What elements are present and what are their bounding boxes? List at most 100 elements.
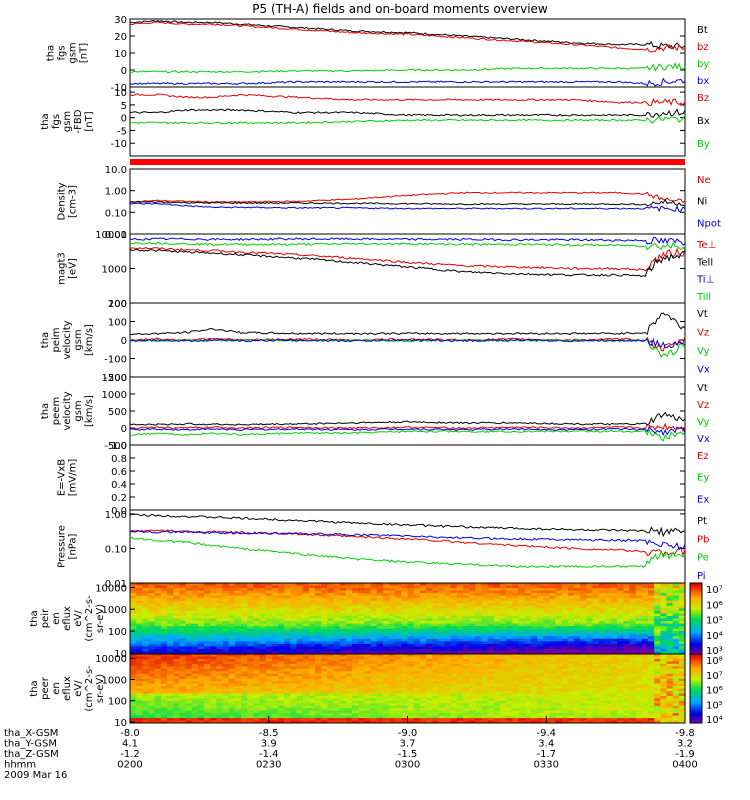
panel-peir_spec-cell <box>333 623 341 627</box>
panel-peir_spec-cell <box>518 638 526 642</box>
panel-peir_spec-cell <box>456 610 464 614</box>
panel-peir_spec-cell <box>204 590 211 594</box>
panel-peir_spec-cell <box>376 633 384 637</box>
panel-peer_spec-cell <box>654 698 661 702</box>
panel-peer_spec-cell <box>179 703 186 707</box>
panel-peir_spec-cell <box>530 595 538 599</box>
panel-peer_spec-cell <box>598 676 606 680</box>
panel-peir_spec-cell <box>160 588 168 592</box>
panel-peer_spec-cell <box>463 698 470 702</box>
panel-peir_spec-cell <box>228 595 236 599</box>
panel-peer_spec-cell <box>271 690 279 694</box>
panel-peir_spec-cell <box>506 646 513 650</box>
panel-peir_spec-cell <box>463 631 470 635</box>
panel-peir_spec-cell <box>167 648 174 652</box>
panel-peer_spec-cell <box>382 698 390 702</box>
panel-peir_spec-cell <box>358 593 365 597</box>
panel-peir_spec-cell <box>580 631 587 635</box>
panel-peir_spec-cell <box>407 605 415 609</box>
panel-peir_spec-cell <box>222 621 230 624</box>
panel-peir_spec-cell <box>549 628 556 632</box>
panel-peir_spec-cell <box>216 633 223 637</box>
panel-peir_spec-cell <box>444 641 452 645</box>
panel-peir_spec-cell <box>518 648 526 652</box>
panel-peir_spec-colorbar-cell <box>690 629 702 632</box>
panel-peer_spec-cell <box>136 693 143 697</box>
panel-peer_spec-cell <box>592 688 600 692</box>
panel-peer_spec-cell <box>413 693 421 697</box>
panel-peir_spec-cell <box>666 623 674 627</box>
panel-peer_spec-cell <box>204 688 211 692</box>
panel-peer_spec-cell <box>154 713 162 716</box>
panel-peir_spec-cell <box>641 636 649 640</box>
panel-peer_spec-cell <box>672 686 680 689</box>
panel-peir_spec-cell <box>463 595 470 599</box>
panel-peir_spec-cell <box>389 641 396 645</box>
panel-peer_spec-cell <box>450 693 458 697</box>
panel-peir_spec-cell <box>228 651 236 655</box>
panel-peir_spec-cell <box>271 585 279 589</box>
panel-peer_spec-cell <box>611 693 618 697</box>
panel-peir_spec-cell <box>598 633 606 637</box>
panel-fgs_mfa-ylabel-1: fgs <box>51 114 62 129</box>
panel-peer_spec-cell <box>487 673 495 677</box>
panel-peer_spec-cell <box>271 705 279 709</box>
panel-peir_spec-cell <box>376 583 384 586</box>
panel-peir_spec-cell <box>173 585 180 589</box>
panel-peir_spec-cell <box>518 585 526 589</box>
panel-peer_spec-cell <box>487 688 495 692</box>
panel-peir_spec-cell <box>629 585 637 589</box>
panel-peir_spec-cell <box>389 610 396 614</box>
panel-peir_spec-cell <box>413 593 421 597</box>
panel-peir_spec-cell <box>506 651 513 655</box>
panel-peir_spec-cell <box>154 646 162 650</box>
panel-peir_spec-cell <box>635 623 643 627</box>
panel-peir_spec-cell <box>321 610 328 614</box>
panel-peer_spec-cell <box>401 666 408 670</box>
panel-peir_spec-cell <box>173 613 180 617</box>
panel-peer_spec-cell <box>241 654 248 657</box>
panel-peer_spec-cell <box>506 668 513 672</box>
panel-peer_spec-cell <box>530 673 538 677</box>
panel-peem_velocity-ylabel-4: [km/s] <box>84 395 95 427</box>
panel-peir_spec-cell <box>635 598 643 602</box>
panel-peir_spec-cell <box>426 588 433 592</box>
panel-peer_spec-cell <box>469 710 476 714</box>
panel-peer_spec-cell <box>191 703 199 707</box>
panel-peir_spec-cell <box>339 603 347 607</box>
panel-peir_spec-cell <box>530 643 538 647</box>
panel-peir_spec-cell <box>395 615 402 619</box>
panel-peer_spec-cell <box>148 666 156 670</box>
panel-peir_spec-cell <box>463 593 470 597</box>
panel-peer_spec-cell <box>648 666 655 670</box>
panel-peer_spec-cell <box>339 663 347 667</box>
panel-peir_spec-cell <box>549 595 556 599</box>
panel-peer_spec-cell <box>493 658 501 662</box>
panel-peer_spec-cell <box>617 676 624 680</box>
panel-peir_spec-cell <box>598 638 606 642</box>
panel-peir_spec-cell <box>586 598 593 602</box>
panel-peir_spec-cell <box>672 613 680 617</box>
panel-peir_spec-cell <box>463 638 470 642</box>
panel-peir_spec-cell <box>555 638 563 642</box>
panel-peer_spec-cell <box>395 666 402 670</box>
panel-peir_spec-cell <box>456 633 464 637</box>
panel-peir_spec-cell <box>672 623 680 627</box>
panel-peir_spec-cell <box>432 615 439 619</box>
panel-peir_spec-cell <box>660 615 667 619</box>
panel-peir_spec-cell <box>481 603 489 607</box>
panel-peir_spec-cell <box>530 583 538 586</box>
panel-peer_spec-cell <box>271 698 279 702</box>
panel-peir_spec-cell <box>512 643 519 647</box>
panel-peer_spec-cell <box>370 673 378 677</box>
panel-peer_spec-cell <box>475 681 482 684</box>
panel-peir_spec-cell <box>487 593 495 597</box>
panel-peir_spec-cell <box>364 636 371 640</box>
panel-peir_spec-cell <box>444 628 452 632</box>
panel-peir_spec-cell <box>389 593 396 597</box>
panel-peer_spec-cell <box>179 676 186 680</box>
panel-peer_spec-cell <box>210 658 217 662</box>
panel-peir_spec-cell <box>204 588 211 592</box>
panel-peir_spec-cell <box>315 646 322 650</box>
panel-peir_spec-cell <box>567 595 575 599</box>
